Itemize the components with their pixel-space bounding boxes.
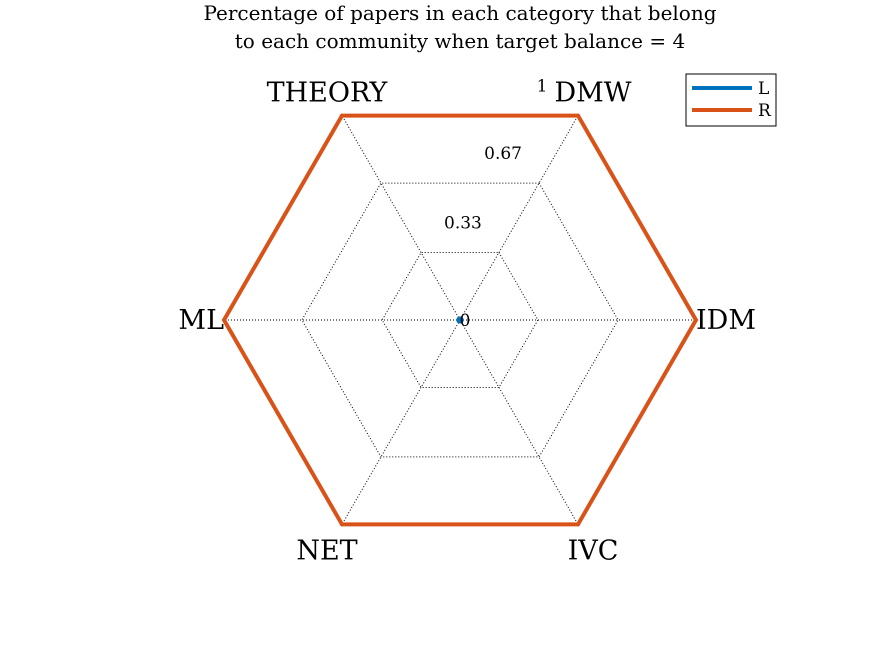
series-r-point-ivc bbox=[576, 522, 580, 527]
grid-spoke-dmw bbox=[459, 115, 579, 321]
legend-label-r: R bbox=[758, 101, 772, 121]
radial-tick-labels: 0 0.33 0.67 1 bbox=[444, 77, 547, 331]
grid-ring-2 bbox=[301, 182, 619, 458]
tick-label-2: 0.67 bbox=[484, 144, 522, 164]
tick-label-0: 0 bbox=[460, 311, 471, 331]
grid-spoke-ivc bbox=[459, 319, 579, 525]
radar-series bbox=[221, 113, 699, 527]
series-r-point-theory bbox=[340, 113, 344, 118]
axis-label-theory: THEORY bbox=[267, 78, 389, 109]
tick-label-3: 1 bbox=[537, 77, 548, 97]
chart-title: Percentage of papers in each category th… bbox=[203, 1, 716, 53]
series-r-point-idm bbox=[694, 318, 698, 322]
series-r-point-ml bbox=[222, 318, 226, 322]
axis-label-dmw: DMW bbox=[554, 78, 631, 109]
legend-label-l: L bbox=[758, 79, 769, 99]
axis-label-ivc: IVC bbox=[568, 535, 619, 566]
tick-label-1: 0.33 bbox=[444, 214, 482, 234]
grid-spoke-net bbox=[341, 319, 461, 525]
axis-label-net: NET bbox=[296, 535, 357, 566]
series-l-point-theory bbox=[456, 316, 464, 324]
axis-label-ml: ML bbox=[178, 305, 224, 336]
series-r-point-net bbox=[340, 522, 344, 527]
legend: LR bbox=[685, 73, 777, 127]
axis-labels: DMW IDM IVC NET ML THEORY bbox=[178, 78, 756, 567]
chart-title-line-1: Percentage of papers in each category th… bbox=[203, 1, 716, 25]
series-r-point-dmw bbox=[576, 113, 580, 118]
grid-spoke-theory bbox=[341, 115, 461, 321]
legend-box bbox=[685, 73, 777, 127]
axis-label-idm: IDM bbox=[696, 305, 756, 336]
chart-title-line-2: to each community when target balance = … bbox=[235, 29, 685, 53]
